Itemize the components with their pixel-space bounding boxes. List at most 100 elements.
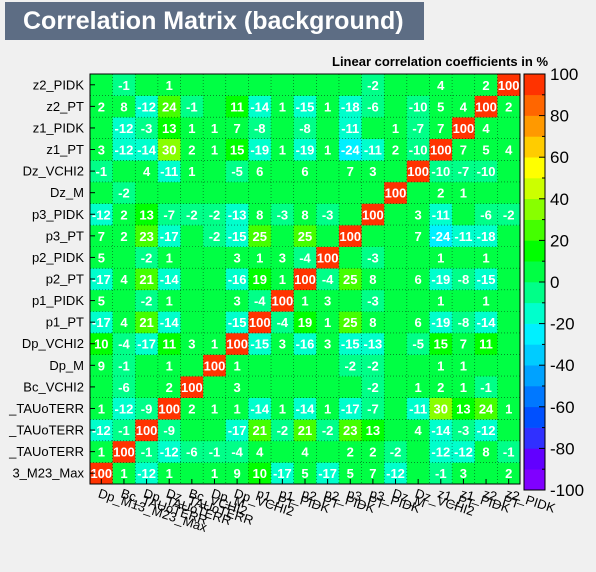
heatmap-cell xyxy=(90,376,113,398)
cell-value-label: -9 xyxy=(163,423,175,438)
cell-value-label: 13 xyxy=(139,207,153,222)
heatmap-cell xyxy=(452,95,476,118)
cell-value-label: 7 xyxy=(460,143,467,158)
heatmap-cell xyxy=(316,397,340,420)
heatmap-cell xyxy=(157,117,181,140)
heatmap-cell xyxy=(180,268,204,291)
heatmap-cell xyxy=(316,419,340,442)
cell-value-label: -2 xyxy=(390,445,402,460)
heatmap-cell xyxy=(248,117,272,140)
heatmap-cell xyxy=(180,138,204,161)
heatmap-cell xyxy=(271,332,294,355)
heatmap-cell xyxy=(338,376,362,398)
heatmap-cell xyxy=(271,181,294,204)
heatmap-cell xyxy=(361,95,385,118)
heatmap-cell xyxy=(112,332,136,355)
heatmap-cell xyxy=(225,289,249,312)
heatmap-cell xyxy=(406,181,430,204)
heatmap-cell xyxy=(361,397,385,420)
heatmap-cell xyxy=(135,419,159,442)
cell-value-label: -2 xyxy=(277,423,289,438)
heatmap-cell xyxy=(384,181,408,204)
heatmap-cell xyxy=(157,419,181,442)
heatmap-cell xyxy=(361,419,385,442)
cell-value-label: -6 xyxy=(186,445,198,460)
heatmap-cell xyxy=(203,419,227,442)
heatmap-cell xyxy=(316,462,340,485)
cell-value-label: 11 xyxy=(162,337,176,352)
heatmap-cell xyxy=(135,117,159,140)
heatmap-cell xyxy=(293,160,317,183)
heatmap-cell xyxy=(452,462,476,485)
heatmap-cell xyxy=(90,203,113,226)
heatmap-cell xyxy=(497,268,521,291)
cell-value-label: 100 xyxy=(226,337,248,352)
heatmap-cell xyxy=(338,419,362,442)
cell-value-label: -19 xyxy=(296,143,315,158)
heatmap-cell xyxy=(203,203,227,226)
heatmap-cell xyxy=(406,74,430,96)
heatmap-cell xyxy=(474,289,498,312)
cell-value-label: -2 xyxy=(322,423,334,438)
cell-value-label: 1 xyxy=(279,272,286,287)
heatmap-cell xyxy=(180,397,204,420)
heatmap-cell xyxy=(271,440,294,463)
cell-value-label: -17 xyxy=(228,423,247,438)
cell-value-label: 4 xyxy=(120,272,128,287)
heatmap-cell xyxy=(338,354,362,377)
cell-value-label: -14 xyxy=(160,315,180,330)
heatmap-cell xyxy=(248,311,272,334)
cell-value-label: 1 xyxy=(98,445,105,460)
heatmap-cell xyxy=(248,225,272,247)
cell-value-label: 1 xyxy=(460,186,467,201)
heatmap-cell xyxy=(474,397,498,420)
colorbar-tick-label: 60 xyxy=(550,148,569,167)
cell-value-label: 2 xyxy=(120,207,127,222)
heatmap-cell xyxy=(497,246,521,269)
heatmap-cell xyxy=(474,117,498,140)
heatmap-cell xyxy=(90,289,113,312)
heatmap-cell xyxy=(497,117,521,140)
cell-value-label: 4 xyxy=(460,99,468,114)
cell-value-label: 1 xyxy=(482,250,489,265)
cell-value-label: 100 xyxy=(475,99,497,114)
heatmap-cell xyxy=(90,397,113,420)
heatmap-cell xyxy=(203,160,227,183)
heatmap-cell xyxy=(474,181,498,204)
heatmap-cell xyxy=(135,440,159,463)
heatmap-cell xyxy=(135,311,159,334)
cell-value-label: -16 xyxy=(296,337,315,352)
heatmap-cell xyxy=(157,397,181,420)
cell-value-label: 11 xyxy=(230,99,244,114)
cell-value-label: 2 xyxy=(505,466,512,481)
heatmap-cell xyxy=(497,225,521,247)
heatmap-cell xyxy=(316,289,340,312)
heatmap-cell xyxy=(384,440,408,463)
cell-value-label: -1 xyxy=(209,445,221,460)
cell-value-label: 1 xyxy=(188,121,195,136)
heatmap-cell xyxy=(112,289,136,312)
y-axis-label: z1_PIDK xyxy=(33,120,85,135)
heatmap-cell xyxy=(316,74,340,96)
cell-value-label: -10 xyxy=(431,164,450,179)
cell-value-label: 2 xyxy=(482,78,489,93)
cell-value-label: -17 xyxy=(160,229,179,244)
heatmap-cell xyxy=(338,289,362,312)
heatmap-cell xyxy=(271,95,294,118)
heatmap-cell xyxy=(180,74,204,96)
heatmap-cell xyxy=(384,203,408,226)
heatmap-cell xyxy=(384,138,408,161)
heatmap-cell xyxy=(225,354,249,377)
cell-value-label: 1 xyxy=(437,250,444,265)
heatmap-cell xyxy=(384,268,408,291)
heatmap-cell xyxy=(90,95,113,118)
heatmap-cell xyxy=(452,397,476,420)
cell-value-label: 1 xyxy=(166,78,173,93)
heatmap-cell xyxy=(180,246,204,269)
cell-value-label: -3 xyxy=(277,207,289,222)
cell-value-label: -8 xyxy=(254,121,266,136)
heatmap-cell xyxy=(271,246,294,269)
heatmap-cell xyxy=(316,268,340,291)
heatmap-cell xyxy=(384,289,408,312)
heatmap-cell xyxy=(157,181,181,204)
